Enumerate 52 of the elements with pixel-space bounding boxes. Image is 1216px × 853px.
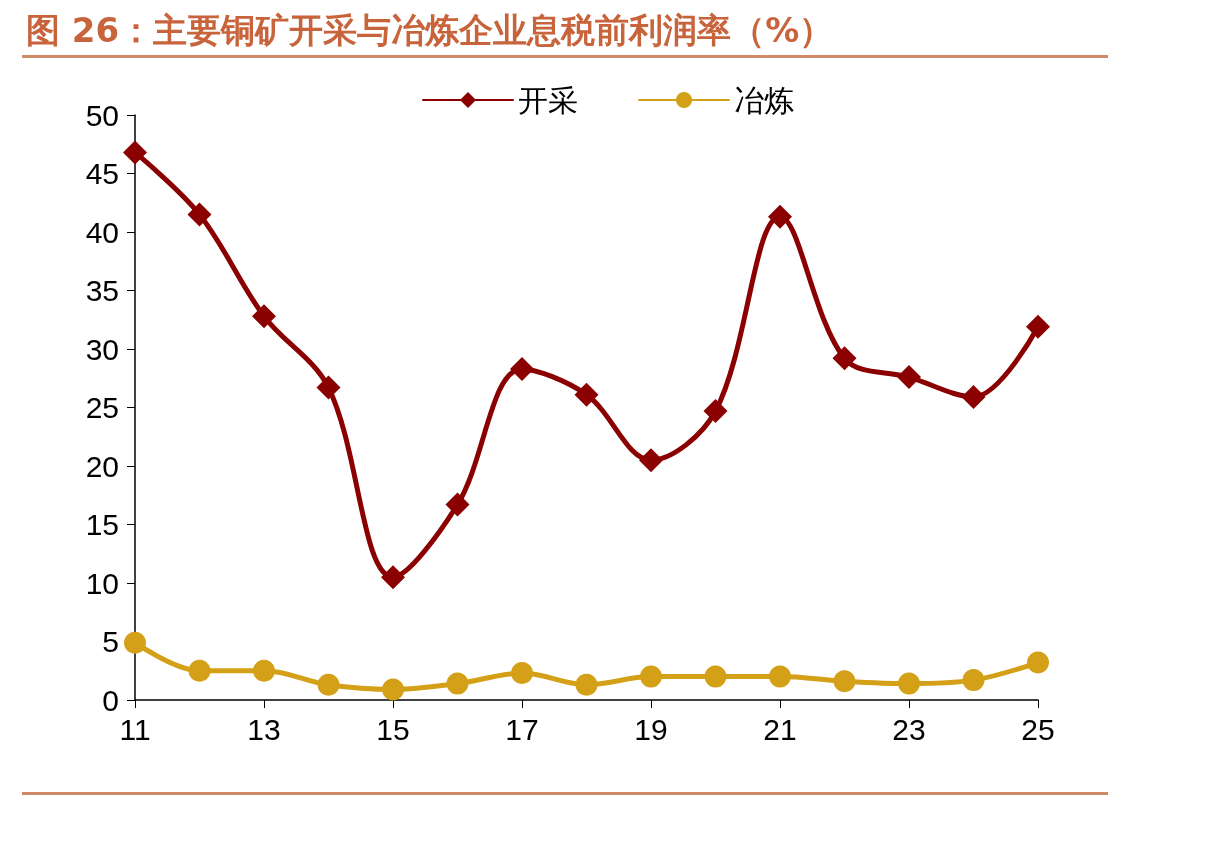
point — [511, 662, 533, 685]
y-tick-label: 10 — [85, 566, 119, 600]
point — [123, 140, 147, 165]
point — [575, 673, 598, 696]
y-tick-label: 40 — [85, 215, 119, 249]
x-tick-label: 25 — [1021, 712, 1055, 746]
point — [769, 665, 791, 688]
point — [640, 665, 662, 688]
point — [187, 202, 212, 227]
point — [833, 670, 856, 693]
y-tick-label: 20 — [85, 449, 119, 483]
point — [574, 382, 599, 407]
point — [1027, 651, 1049, 674]
x-tick-label: 23 — [892, 712, 926, 746]
point — [446, 672, 469, 695]
y-tick-label: 30 — [85, 332, 119, 366]
point — [703, 399, 728, 424]
y-tick-label: 25 — [85, 391, 119, 424]
point — [445, 492, 470, 517]
point — [381, 565, 405, 590]
y-tick-label: 45 — [85, 157, 119, 190]
point — [897, 365, 921, 390]
point — [1026, 314, 1050, 339]
point — [317, 673, 340, 696]
legend-label: 开采 — [518, 82, 578, 118]
x-tick-label: 17 — [505, 712, 539, 746]
point — [961, 384, 986, 409]
point — [510, 356, 534, 381]
point — [898, 672, 920, 695]
point — [639, 448, 663, 473]
point — [832, 346, 857, 371]
point — [188, 659, 211, 682]
chart-title: 图 26：主要铜矿开采与冶炼企业息税前利润率（%） — [26, 9, 834, 52]
legend-label: 冶炼 — [734, 82, 794, 118]
y-tick-label: 35 — [85, 274, 119, 307]
y-tick-label: 50 — [85, 98, 119, 132]
x-tick-label: 21 — [763, 712, 797, 746]
point — [124, 631, 146, 654]
point — [704, 665, 727, 688]
point — [252, 304, 276, 329]
point — [768, 204, 792, 229]
point — [253, 659, 275, 682]
point — [316, 375, 341, 400]
x-tick-label: 15 — [376, 712, 410, 746]
y-tick-label: 15 — [85, 508, 119, 541]
x-tick-label: 11 — [119, 712, 151, 746]
y-tick-label: 0 — [102, 683, 119, 717]
x-tick-label: 19 — [634, 712, 668, 746]
y-tick-label: 5 — [102, 625, 119, 658]
x-tick-label: 13 — [247, 712, 281, 746]
point — [382, 678, 404, 701]
point — [962, 669, 985, 692]
